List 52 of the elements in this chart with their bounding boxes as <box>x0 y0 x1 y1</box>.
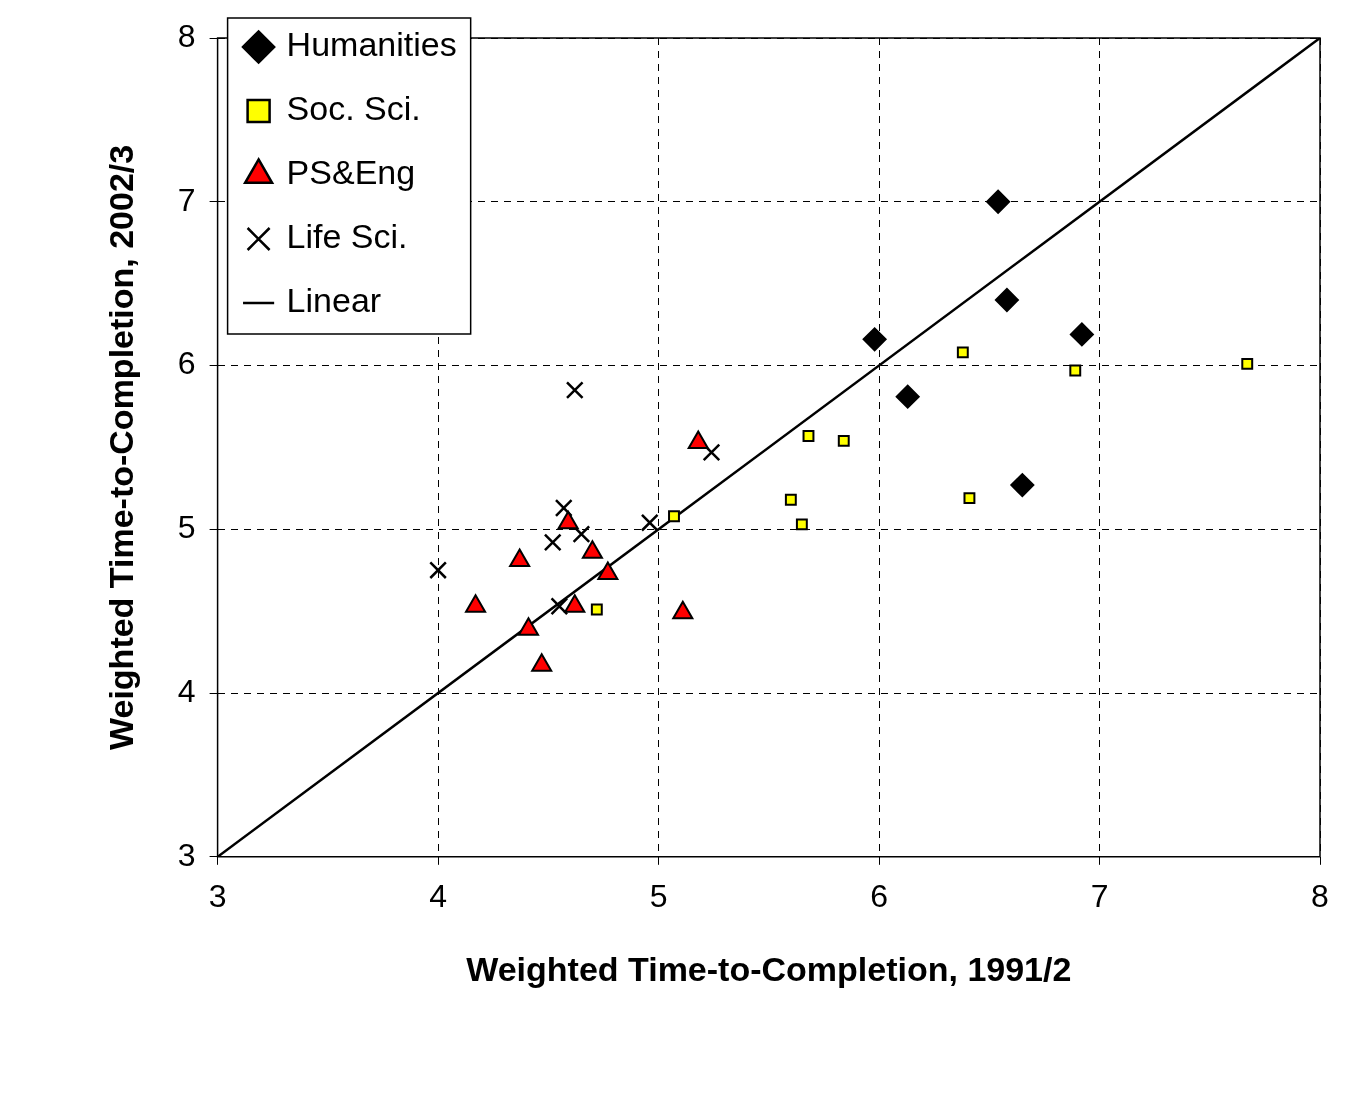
point <box>862 327 887 352</box>
legend-label: Linear <box>286 281 382 320</box>
point <box>956 346 969 359</box>
point <box>668 510 680 523</box>
point <box>1241 357 1254 370</box>
point <box>640 513 659 532</box>
point <box>557 510 579 530</box>
point <box>531 653 553 672</box>
x-tick-label: 4 <box>429 877 447 914</box>
point <box>564 594 586 613</box>
x-tick-label: 6 <box>870 877 888 914</box>
point <box>837 434 850 447</box>
point <box>429 561 448 580</box>
point <box>672 600 694 620</box>
legend-label: Life Sci. <box>286 217 408 256</box>
y-tick-label: 5 <box>177 509 196 546</box>
point <box>509 548 531 567</box>
y-tick-label: 7 <box>177 181 196 218</box>
point <box>784 493 797 506</box>
point <box>986 189 1011 214</box>
point <box>550 597 569 616</box>
point <box>517 617 539 636</box>
point <box>554 498 573 518</box>
y-tick-label: 6 <box>177 345 196 382</box>
x-tick-label: 5 <box>649 877 668 914</box>
legend-label: PS&Eng <box>286 153 416 192</box>
point <box>581 540 603 559</box>
point <box>543 533 562 552</box>
y-tick-label: 3 <box>177 836 196 873</box>
x-tick-label: 8 <box>1311 877 1329 914</box>
point <box>895 384 920 409</box>
point <box>572 525 591 544</box>
point <box>1069 322 1094 347</box>
x-tick-label: 7 <box>1090 877 1109 914</box>
point <box>565 381 584 400</box>
point <box>590 603 603 616</box>
point <box>994 288 1019 313</box>
point <box>795 518 808 531</box>
legend-label: Soc. Sci. <box>286 89 421 128</box>
point <box>597 561 619 580</box>
y-tick-label: 4 <box>177 672 196 709</box>
y-axis-title: Weighted Time-to-Completion, 2002/3 <box>101 144 140 750</box>
point <box>702 443 721 462</box>
point <box>963 492 976 505</box>
point <box>802 429 815 442</box>
x-axis-title: Weighted Time-to-Completion, 1991/2 <box>466 949 1072 988</box>
point <box>1069 364 1082 377</box>
legend-label: Humanities <box>286 25 457 64</box>
y-tick-label: 8 <box>177 17 196 54</box>
point <box>1010 473 1035 498</box>
x-tick-label: 3 <box>208 877 227 914</box>
point <box>465 594 487 613</box>
